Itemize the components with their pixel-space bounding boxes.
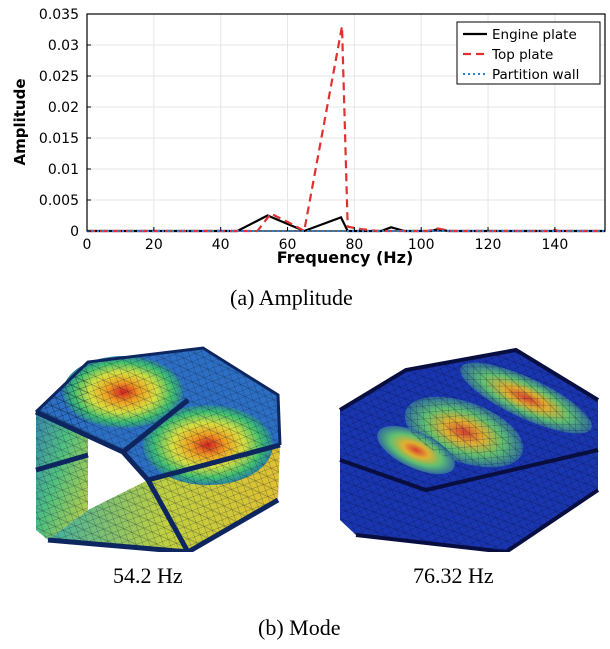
x-tick-label: 0: [83, 237, 92, 253]
x-tick-label: 60: [279, 237, 297, 253]
chart-series: [87, 26, 605, 233]
y-axis-label: Amplitude: [11, 78, 29, 165]
plot-frame: [86, 13, 606, 232]
legend-label: Engine plate: [492, 27, 577, 43]
y-tick-label: 0.005: [39, 193, 79, 209]
chart-legend: Engine plate Top plate Partition wall: [456, 21, 601, 85]
chart-ticks: 0 20 40 60 80 100 120 140 0 0.005 0.01 0.015 0.02 0.0…: [39, 7, 568, 253]
y-tick-label: 0.025: [39, 69, 79, 85]
x-tick-label: 20: [145, 237, 163, 253]
y-tick-label: 0.03: [48, 38, 79, 54]
y-tick-label: 0.015: [39, 131, 79, 147]
series-line-engine-plate: [87, 214, 605, 233]
x-tick-label: 80: [345, 237, 363, 253]
mode-2-frequency-label: 76.32 Hz: [413, 563, 494, 588]
y-tick-label: 0.02: [48, 100, 79, 116]
figure-caption-amplitude: (a) Amplitude: [230, 285, 353, 310]
y-tick-label: 0: [70, 224, 79, 240]
x-tick-label: 100: [408, 237, 435, 253]
amplitude-chart: 0 20 40 60 80 100 120 140 0 0.005 0.01 0.015 0.02 0.0…: [11, 7, 606, 267]
mode-shape-1-image: [34, 346, 282, 552]
figure-caption-mode: (b) Mode: [258, 615, 341, 640]
mode-shape-2-image: [338, 347, 600, 552]
x-axis-label: Frequency (Hz): [277, 248, 414, 267]
x-tick-label: 120: [475, 237, 502, 253]
y-tick-label: 0.035: [39, 7, 79, 23]
chart-axes: [86, 13, 606, 232]
x-tick-label: 40: [212, 237, 230, 253]
mode-1-frequency-label: 54.2 Hz: [113, 563, 183, 588]
y-tick-label: 0.01: [48, 162, 79, 178]
x-tick-label: 140: [542, 237, 569, 253]
legend-label: Partition wall: [492, 67, 579, 83]
legend-label: Top plate: [491, 47, 553, 63]
